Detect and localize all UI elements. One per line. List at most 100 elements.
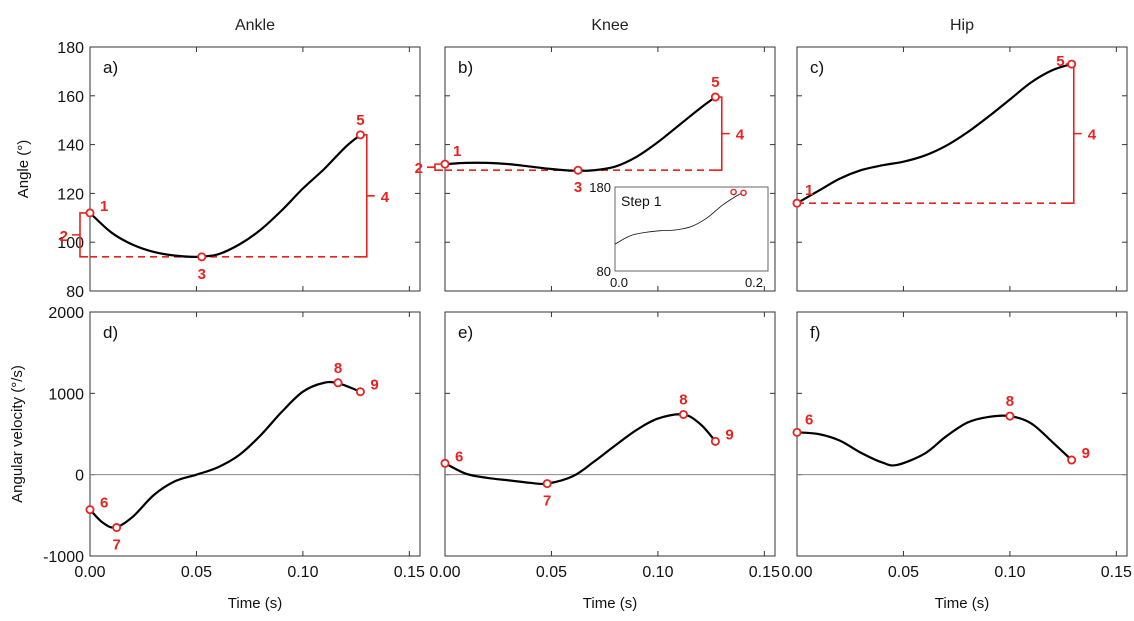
- plot-frame: [444, 311, 776, 557]
- range-bracket: [713, 96, 730, 172]
- y-tick-label: 180: [57, 40, 84, 57]
- x-tick-label: 0.00: [74, 564, 105, 581]
- series-line: [796, 63, 1072, 205]
- event-marker: [197, 252, 207, 262]
- plot-frame: [796, 311, 1128, 557]
- bracket-label: 2: [60, 228, 68, 245]
- y-tick-label: 160: [57, 89, 84, 106]
- inset-series-line: [614, 191, 746, 245]
- event-label: 3: [198, 266, 206, 283]
- inset-event-marker: [730, 188, 737, 196]
- y-tick-label: 2000: [48, 305, 84, 322]
- left-bracket: [427, 163, 443, 172]
- inset-y-tick-label: 180: [589, 180, 611, 195]
- y-tick-label: 0: [75, 468, 84, 485]
- event-label: 5: [711, 74, 719, 91]
- panel-label: a): [103, 58, 118, 77]
- event-label: 6: [455, 448, 463, 465]
- y-tick-label: 140: [57, 138, 84, 155]
- event-marker: [1067, 59, 1077, 69]
- x-tick-label: 0.10: [642, 564, 673, 581]
- x-tick-label: 0.15: [394, 564, 425, 581]
- event-label: 5: [356, 112, 364, 129]
- inset-x-tick-label: 0.0: [610, 275, 628, 290]
- y-tick-label: 100: [57, 235, 84, 252]
- x-tick-label: 0.00: [781, 564, 812, 581]
- plot-frame: [444, 46, 776, 292]
- column-title-knee: Knee: [591, 17, 628, 34]
- column-title-hip: Hip: [950, 17, 974, 34]
- x-tick-label: 0.10: [287, 564, 318, 581]
- inset-y-tick-label: 80: [597, 264, 611, 279]
- panel-label: c): [810, 58, 824, 77]
- event-label: 9: [725, 426, 733, 443]
- panel-label: d): [103, 323, 118, 342]
- x-axis-title: Time (s): [935, 595, 989, 612]
- event-label: 1: [805, 182, 813, 199]
- inset-x-tick-label: 0.2: [745, 275, 763, 290]
- x-tick-label: 0.05: [181, 564, 212, 581]
- range-bracket: [358, 134, 375, 258]
- event-marker: [1005, 411, 1015, 421]
- event-label: 5: [1056, 53, 1064, 70]
- series-line: [444, 96, 717, 172]
- x-tick-label: 0.10: [994, 564, 1025, 581]
- plot-frame: [89, 311, 421, 557]
- bracket-label: 4: [1088, 127, 1097, 144]
- x-tick-label: 0.00: [429, 564, 460, 581]
- panel-label: e): [458, 323, 473, 342]
- velocity-axis-title: Angular velocity (°/s): [9, 365, 26, 503]
- inset-frame: [614, 186, 769, 272]
- event-marker: [678, 409, 688, 419]
- event-label: 1: [100, 198, 108, 215]
- bracket-label: 4: [736, 127, 745, 144]
- series-line: [796, 414, 1073, 467]
- event-label: 8: [679, 391, 687, 408]
- bracket-label: 2: [415, 160, 423, 177]
- event-marker: [440, 159, 450, 169]
- event-label: 7: [112, 537, 120, 554]
- event-marker: [112, 523, 122, 533]
- event-marker: [710, 436, 720, 446]
- y-tick-label: 1000: [48, 386, 84, 403]
- event-label: 1: [453, 143, 461, 160]
- event-marker: [792, 427, 802, 437]
- x-tick-label: 0.05: [888, 564, 919, 581]
- x-tick-label: 0.15: [1101, 564, 1132, 581]
- x-tick-label: 0.05: [536, 564, 567, 581]
- left-bracket: [72, 212, 88, 258]
- panel-label: f): [810, 323, 820, 342]
- event-marker: [333, 378, 343, 388]
- y-tick-label: 120: [57, 186, 84, 203]
- panel-label: b): [458, 58, 473, 77]
- event-marker: [85, 208, 95, 218]
- event-label: 9: [370, 377, 378, 394]
- plot-frame: [89, 46, 421, 292]
- column-title-ankle: Ankle: [235, 17, 275, 34]
- event-marker: [1067, 455, 1077, 465]
- x-tick-label: 0.15: [749, 564, 780, 581]
- range-bracket: [1065, 63, 1082, 204]
- event-marker: [355, 130, 365, 140]
- event-marker: [792, 198, 802, 208]
- event-label: 7: [543, 493, 551, 510]
- event-label: 3: [574, 179, 582, 196]
- series-line: [444, 413, 717, 486]
- event-marker: [440, 458, 450, 468]
- y-tick-label: 80: [66, 284, 84, 301]
- event-label: 9: [1082, 445, 1090, 462]
- inset-title: Step 1: [621, 193, 662, 209]
- event-label: 8: [334, 360, 342, 377]
- series-line: [89, 133, 362, 258]
- event-marker: [573, 165, 583, 175]
- event-label: 6: [100, 495, 108, 512]
- x-axis-title: Time (s): [228, 595, 282, 612]
- event-marker: [542, 479, 552, 489]
- event-label: 6: [805, 411, 813, 428]
- event-marker: [710, 92, 720, 102]
- plot-frame: [796, 46, 1128, 292]
- series-line: [89, 380, 361, 529]
- y-tick-label: -1000: [43, 549, 84, 566]
- x-axis-title: Time (s): [583, 595, 637, 612]
